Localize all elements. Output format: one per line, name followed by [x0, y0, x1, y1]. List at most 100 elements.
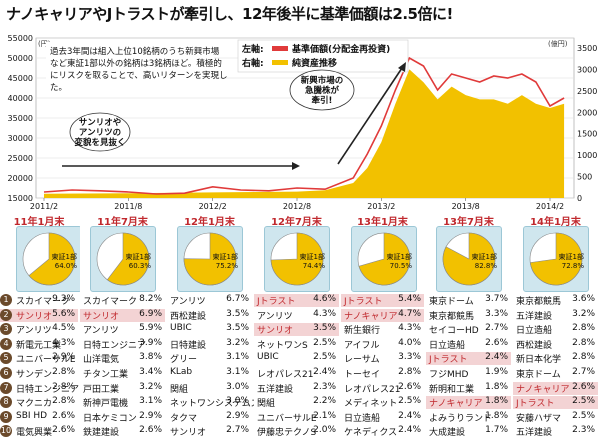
- pie-label-value: 70.5%: [389, 262, 412, 270]
- pie-chart: 東証1部 60.3%: [90, 226, 156, 292]
- pie-label-value: 60.3%: [128, 262, 151, 270]
- holdings-column: 11年7月末 東証1部 60.3% スカイマーク 8.2% サンリオ 6.9% アンリツ 5.9…: [80, 212, 165, 444]
- holding-row: ナノキャリア 2.6%: [513, 381, 598, 395]
- holding-row: ナノキャリア 1.8%: [426, 396, 511, 410]
- holding-row: 東京都競馬 3.6%: [513, 294, 598, 307]
- legend-prefix: 右軸:: [241, 57, 264, 69]
- callout-left-line: 変貌を見抜く: [74, 137, 125, 148]
- holding-name: サンデン: [16, 370, 53, 380]
- holding-row: チタン工業 3.4%: [80, 367, 165, 380]
- holding-weight: 2.6%: [52, 425, 75, 436]
- pie-svg: [270, 232, 324, 286]
- holding-weight: 1.7%: [485, 425, 508, 436]
- holding-row: 日立造船 2.6%: [426, 338, 511, 351]
- holding-name: Jトラスト: [344, 297, 383, 307]
- pie-svg: [22, 232, 76, 286]
- holding-row: 日特建設 3.2%: [167, 338, 252, 351]
- pie-label: 東証1部 64.0%: [52, 253, 77, 271]
- holding-row: レーサム 3.3%: [341, 352, 424, 365]
- holding-weight: 2.8%: [398, 367, 421, 377]
- holding-row: 日立造船 2.4%: [341, 411, 424, 424]
- holding-name: 日特エンジニア: [83, 340, 147, 351]
- holding-name: 安藤ハザマ: [516, 413, 562, 424]
- arrow-up: [337, 67, 403, 165]
- rank-badge: 5: [0, 352, 12, 365]
- holding-row: スカイマーク 9.3% 1: [0, 294, 78, 307]
- holding-row: アンリツ 4.5% 3: [0, 323, 78, 336]
- holding-name: アンリツ: [170, 297, 206, 307]
- holding-weight: 1.8%: [485, 396, 508, 407]
- holding-row: 鉄建建設 2.6%: [80, 425, 165, 438]
- arrow-flat-head: [292, 162, 300, 170]
- holding-name: スカイマーク: [83, 297, 138, 307]
- holding-weight: 2.6%: [398, 381, 421, 392]
- pie-label: 東証1部 70.5%: [387, 253, 412, 271]
- x-tick-label: 2014/2: [536, 202, 564, 211]
- holding-weight: 3.0%: [226, 396, 249, 407]
- price-line: [43, 56, 565, 195]
- holding-row: 東京ドーム 2.7%: [513, 367, 598, 380]
- holding-row: サンリオ 2.7%: [167, 425, 252, 438]
- headline-bar: ナノキャリアやJトラストが牽引し、12年後半に基準価額は2.5倍に!: [0, 0, 610, 26]
- pie-chart: 東証1部 82.8%: [436, 226, 502, 292]
- holding-weight: 2.8%: [572, 352, 595, 363]
- pie-label-name: 東証1部: [558, 253, 584, 261]
- callout-right-line: 急騰株が: [305, 85, 340, 96]
- holding-weight: 3.0%: [226, 381, 249, 392]
- holding-row: フジMHD 1.9%: [426, 367, 511, 380]
- holding-weight: 2.5%: [313, 352, 336, 363]
- holding-row: ネットワンシステムズ 3.0%: [167, 396, 260, 409]
- rank-badge: 3: [0, 323, 12, 336]
- callout-left-line: サンリオや: [79, 117, 122, 128]
- pie-svg: [442, 232, 496, 286]
- pie-label-name: 東証1部: [471, 253, 497, 261]
- holding-name: 新電元工業: [16, 340, 62, 351]
- holding-weight: 2.7%: [572, 367, 595, 377]
- holding-weight: 3.5%: [313, 323, 336, 334]
- holding-name: 日本ケミコン: [83, 413, 137, 424]
- holding-weight: 5.4%: [398, 294, 421, 304]
- column-date: 12年1月末: [184, 217, 235, 228]
- holding-name: グリー: [170, 355, 198, 366]
- holding-row: ユニバーサルE 2.1%: [254, 411, 339, 424]
- holding-name: 東京都競馬: [516, 297, 562, 307]
- note-box: 過去3年間は組入上位10銘柄のうち新興市場など東証1部以外の銘柄は3銘柄ほど。積…: [46, 42, 227, 94]
- holding-row: サンリオ 5.6% 2: [0, 308, 78, 322]
- holding-weight: 3.2%: [139, 381, 162, 392]
- pie-label: 東証1部 74.4%: [300, 253, 325, 271]
- legend-bg: [237, 39, 409, 73]
- holding-row: マクニカ 2.8% 8: [0, 396, 78, 409]
- holding-row: レオパレス21 2.6%: [341, 382, 424, 395]
- legend-prefix: 左軸:: [241, 43, 264, 55]
- pie-label-name: 東証1部: [299, 253, 325, 261]
- holding-name: タクマ: [170, 413, 198, 424]
- holding-name: 日立造船: [429, 340, 466, 351]
- holding-weight: 2.7%: [485, 323, 508, 334]
- holding-name: ケネディクス: [344, 428, 398, 439]
- right-tick-label: 1500: [577, 130, 597, 139]
- holding-weight: 3.5%: [226, 308, 249, 319]
- holding-row: 日立造船 2.8%: [513, 323, 598, 336]
- holding-row: ネットワンS 2.5%: [254, 338, 339, 351]
- holding-weight: 2.5%: [398, 396, 421, 407]
- holding-row: Jトラスト 5.4%: [341, 294, 424, 307]
- left-tick-label: 25000: [8, 154, 33, 163]
- holding-row: アンリツ 4.3%: [254, 309, 339, 322]
- holding-weight: 2.7%: [226, 425, 249, 436]
- holding-name: Jトラスト: [257, 297, 296, 307]
- pie-label: 東証1部 75.2%: [213, 253, 238, 271]
- holding-weight: 3.2%: [226, 337, 249, 348]
- holding-name: 電気興業: [16, 428, 53, 439]
- holding-weight: 5.9%: [139, 323, 162, 334]
- rank-badge: 10: [0, 425, 12, 438]
- holding-weight: 2.2%: [313, 396, 336, 407]
- pie-chart: 東証1部 64.0%: [16, 226, 82, 292]
- pie-slice-main: [442, 232, 496, 286]
- holdings-column: 14年1月末 東証1部 72.8% 東京都競馬 3.6% 五洋建設 3.2% 日立造船 2.8%…: [513, 212, 598, 444]
- column-date: 13年1月末: [357, 217, 408, 228]
- holdings-column: 13年1月末 東証1部 70.5% Jトラスト 5.4% ナノキャリア 4.7% 新生銀行 4.…: [341, 212, 424, 444]
- x-tick-label: 2013/2: [367, 202, 395, 211]
- pie-slice-main: [529, 232, 583, 286]
- right-tick-label: 500: [577, 173, 592, 182]
